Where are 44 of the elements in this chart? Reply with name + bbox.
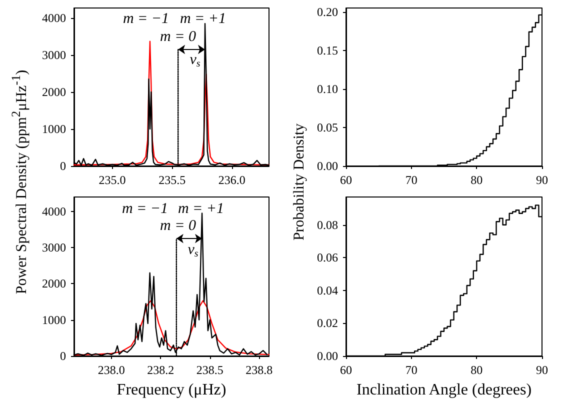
x-tick-label: 238.0 xyxy=(98,363,125,377)
x-tick-label: 238.5 xyxy=(196,363,224,377)
x-tick-label: 70 xyxy=(405,173,418,187)
x-tick-label: 235.5 xyxy=(158,173,186,187)
y-tick-label: 0.08 xyxy=(317,218,338,232)
x-tick-label: 238.8 xyxy=(246,363,273,377)
y-tick-label: 0.00 xyxy=(317,349,338,363)
y-tick-label: 0.05 xyxy=(317,120,338,134)
x-tick-label: 238.2 xyxy=(147,363,174,377)
y-tick-label: 2000 xyxy=(42,276,66,291)
annotation: m = +1 xyxy=(180,11,226,27)
y-tick-label: 3000 xyxy=(42,240,66,255)
y-tick-label: 2000 xyxy=(42,84,66,99)
x-tick-label: 60 xyxy=(340,173,352,187)
x-axis-title: Inclination Angle (degrees) xyxy=(356,382,532,398)
y-tick-label: 3000 xyxy=(42,48,66,62)
y-tick-label: 0.00 xyxy=(317,159,338,173)
y-tick-label: 0.10 xyxy=(317,82,338,96)
x-axis-title: Frequency (μHz) xyxy=(116,382,226,398)
y-tick-label: 0.20 xyxy=(317,4,338,19)
y-tick-label: 0 xyxy=(60,349,66,363)
annotation: m = 0 xyxy=(160,218,196,234)
x-tick-label: 90 xyxy=(536,363,548,377)
y-tick-label: 0.04 xyxy=(317,283,338,298)
x-tick-label: 90 xyxy=(536,173,548,187)
y-tick-label: 1000 xyxy=(42,312,66,327)
annotation: m = −1 xyxy=(122,11,170,27)
y-tick-label: 4000 xyxy=(42,204,66,218)
y-tick-label: 0.06 xyxy=(317,250,338,265)
y-tick-label: 0.15 xyxy=(317,43,338,58)
x-tick-label: 70 xyxy=(405,363,418,377)
x-tick-label: 60 xyxy=(340,363,352,377)
y-tick-label: 0 xyxy=(60,159,66,173)
y-tick-label: 4000 xyxy=(42,10,66,25)
x-tick-label: 80 xyxy=(470,363,483,377)
x-tick-label: 235.0 xyxy=(98,173,126,187)
y-tick-label: 1000 xyxy=(42,122,66,136)
x-tick-label: 236.0 xyxy=(218,173,246,187)
annotation: m = 0 xyxy=(160,29,196,45)
annotation: m = −1 xyxy=(122,201,168,217)
x-tick-label: 80 xyxy=(470,173,483,187)
annotation: m = +1 xyxy=(178,201,224,217)
y-tick-label: 0.02 xyxy=(317,316,338,330)
y-axis-title: Probability Density xyxy=(292,123,308,241)
